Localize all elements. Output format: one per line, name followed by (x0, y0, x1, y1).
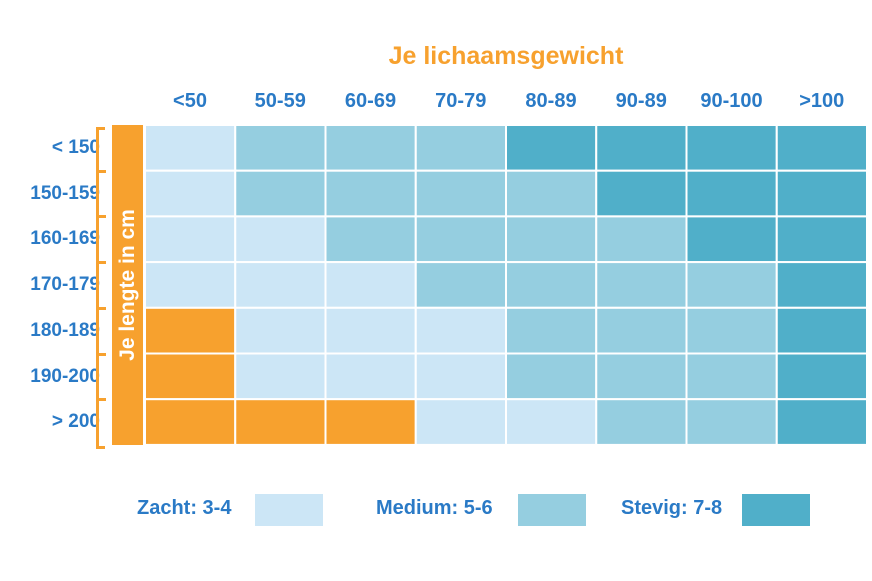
heatmap-cell-medium (685, 261, 778, 309)
heatmap-cell-stevig (685, 124, 778, 172)
y-axis-tick (96, 215, 106, 219)
heatmap-cell-zacht (144, 169, 237, 218)
heatmap-cell-zacht (144, 261, 237, 309)
x-tick-label: 90-100 (700, 90, 763, 112)
heatmap-cell-zacht (324, 306, 417, 355)
heatmap-cell-medium (324, 215, 417, 264)
x-tick-label: <50 (173, 90, 207, 112)
heatmap-cell-medium (685, 306, 778, 355)
heatmap-cell-stevig (775, 352, 868, 401)
y-tick-label: > 200 (51, 411, 100, 433)
heatmap-cell-medium (414, 169, 507, 218)
heatmap-cell-none (324, 398, 417, 446)
heatmap-cell-medium (685, 352, 778, 401)
chart-title: Je lichaamsgewicht (388, 42, 624, 70)
y-axis-tick (96, 261, 106, 265)
heatmap-cell-stevig (595, 169, 688, 218)
heatmap-cell-stevig (775, 215, 868, 264)
legend-label-medium: Medium: 5-6 (376, 497, 493, 519)
heatmap-cell-medium (324, 124, 417, 172)
y-tick-label: 190-200 (30, 365, 100, 387)
heatmap-cell-stevig (775, 124, 868, 172)
y-axis-label-box: Je lengte in cm (112, 125, 143, 445)
y-tick-label: 170-179 (30, 274, 100, 296)
heatmap-cell-medium (505, 261, 598, 309)
legend-swatch-zacht (255, 494, 323, 526)
heatmap-cell-zacht (414, 306, 507, 355)
heatmap-cell-medium (414, 261, 507, 309)
x-tick-label: >100 (799, 90, 845, 112)
heatmap-cell-zacht (144, 124, 237, 172)
heatmap-cell-medium (505, 352, 598, 401)
heatmap-cell-medium (414, 215, 507, 264)
heatmap-cell-zacht (234, 306, 327, 355)
y-tick-label: 150-159 (30, 182, 100, 204)
heatmap-cell-zacht (324, 352, 417, 401)
heatmap-cell-zacht (234, 215, 327, 264)
heatmap-cell-medium (505, 169, 598, 218)
heatmap-cell-stevig (505, 124, 598, 172)
heatmap-cell-medium (685, 398, 778, 446)
x-tick-label: 90-89 (615, 90, 667, 112)
heatmap-cell-medium (595, 215, 688, 264)
heatmap-cell-medium (234, 169, 327, 218)
heatmap-cell-zacht (324, 261, 417, 309)
legend-swatch-medium (518, 494, 586, 526)
heatmap-cell-stevig (775, 306, 868, 355)
heatmap-cell-zacht (414, 352, 507, 401)
heatmap-cell-none (144, 306, 237, 355)
heatmap-cell-stevig (685, 215, 778, 264)
heatmap-cell-stevig (775, 398, 868, 446)
heatmap-cell-none (234, 398, 327, 446)
legend-swatch-stevig (742, 494, 810, 526)
y-axis-tick (96, 398, 106, 402)
heatmap-cell-stevig (685, 169, 778, 218)
heatmap-cell-medium (595, 398, 688, 446)
y-tick-label: 160-169 (30, 228, 100, 250)
x-tick-label: 80-89 (525, 90, 577, 112)
heatmap-cell-medium (595, 352, 688, 401)
x-tick-label: 50-59 (254, 90, 306, 112)
x-tick-label: 70-79 (435, 90, 487, 112)
heatmap-cell-medium (234, 124, 327, 172)
heatmap-cell-stevig (775, 169, 868, 218)
heatmap-cell-medium (505, 215, 598, 264)
legend-label-stevig: Stevig: 7-8 (621, 497, 723, 519)
heatmap-cell-medium (595, 261, 688, 309)
y-tick-label: < 150 (51, 137, 100, 158)
heatmap-cell-none (144, 352, 237, 401)
heatmap-cell-zacht (234, 261, 327, 309)
heatmap-cell-stevig (595, 124, 688, 172)
y-tick-label: 180-189 (30, 319, 100, 341)
heatmap-cell-none (144, 398, 237, 446)
heatmap-cell-medium (595, 306, 688, 355)
x-tick-label: 60-69 (344, 90, 397, 112)
legend-label-zacht: Zacht: 3-4 (137, 497, 232, 519)
y-axis-bracket (96, 127, 105, 449)
heatmap-cell-zacht (505, 398, 598, 446)
heatmap-cell-stevig (775, 261, 868, 309)
heatmap-cell-zacht (144, 215, 237, 264)
heatmap-cell-zacht (414, 398, 507, 446)
y-axis-tick (96, 169, 106, 173)
y-axis-tick (96, 352, 106, 356)
y-axis-tick (96, 306, 106, 310)
heatmap-cell-medium (414, 124, 507, 172)
heatmap-cell-medium (505, 306, 598, 355)
heatmap-cell-medium (324, 169, 417, 218)
heatmap-cell-zacht (234, 352, 327, 401)
